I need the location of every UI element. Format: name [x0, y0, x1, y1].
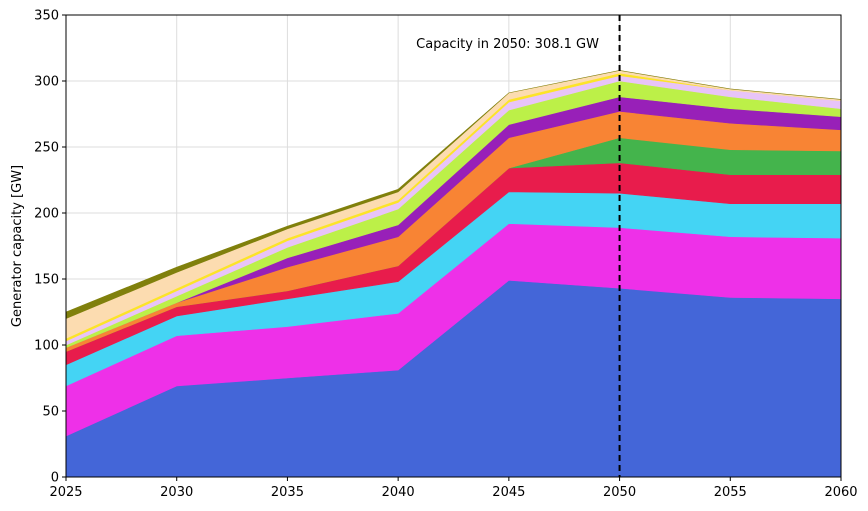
y-tick-label-2: 100 [34, 339, 59, 354]
area-series-group [65, 70, 842, 478]
y-axis: 0 50 100 150 200 250 300 350 [34, 9, 66, 486]
x-axis: 2025 2030 2035 2040 2045 2050 2055 2060 [49, 477, 858, 500]
x-tick-label-1: 2030 [160, 485, 193, 500]
y-tick-label-5: 250 [34, 141, 59, 156]
area-series-11 [65, 70, 842, 320]
y-tick-label-3: 150 [34, 273, 59, 288]
y-tick-label-0: 0 [51, 471, 59, 486]
y-tick-label-1: 50 [42, 405, 59, 420]
x-tick-label-3: 2040 [382, 485, 415, 500]
y-tick-label-6: 300 [34, 75, 59, 90]
y-tick-label-7: 350 [34, 9, 59, 24]
x-tick-label-4: 2045 [492, 485, 525, 500]
plot-frame [65, 14, 842, 478]
x-tick-label-7: 2060 [824, 485, 857, 500]
x-tick-label-6: 2055 [714, 485, 747, 500]
x-tick-label-2: 2035 [271, 485, 304, 500]
y-tick-label-4: 200 [34, 207, 59, 222]
x-tick-label-0: 2025 [49, 485, 82, 500]
capacity-annotation: Capacity in 2050: 308.1 GW [416, 37, 599, 52]
x-tick-label-5: 2050 [603, 485, 636, 500]
y-axis-title: Generator capacity [GW] [10, 165, 25, 327]
